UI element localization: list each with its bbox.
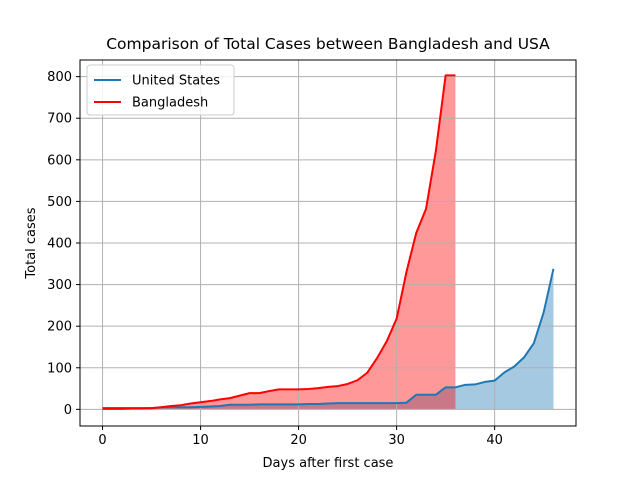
grid-lines [80, 60, 576, 426]
series-line-bangladesh [102, 74, 456, 410]
y-axis-ticks: 0 100 200 300 400 500 600 700 800 [47, 70, 80, 418]
x-axis-ticks: 0 10 20 30 40 [98, 426, 503, 448]
x-tick-label: 0 [98, 433, 106, 448]
y-tick-label: 100 [47, 361, 72, 376]
legend-label-bangladesh: Bangladesh [132, 96, 208, 111]
y-tick-label: 800 [47, 70, 72, 85]
legend: United States Bangladesh [86, 64, 235, 116]
series-line-united-states [102, 268, 555, 410]
y-axis-label: Total cases [24, 207, 39, 279]
x-tick-label: 10 [192, 433, 209, 448]
y-tick-label: 200 [47, 320, 72, 335]
y-tick-label: 500 [47, 195, 72, 210]
area-fill-bangladesh [102, 75, 456, 410]
x-tick-label: 30 [388, 433, 405, 448]
y-tick-label: 400 [47, 237, 72, 252]
series-lines [102, 74, 555, 410]
y-tick-label: 700 [47, 112, 72, 127]
y-tick-label: 300 [47, 278, 72, 293]
x-axis-label: Days after first case [263, 456, 394, 471]
area-fills [102, 75, 554, 410]
y-tick-label: 600 [47, 153, 72, 168]
area-fill-united-states [102, 268, 554, 410]
x-tick-label: 40 [486, 433, 503, 448]
legend-label-united-states: United States [132, 74, 220, 89]
x-tick-label: 20 [290, 433, 307, 448]
chart-title: Comparison of Total Cases between Bangla… [106, 35, 550, 53]
legend-box [86, 64, 235, 116]
y-tick-label: 0 [64, 403, 72, 418]
